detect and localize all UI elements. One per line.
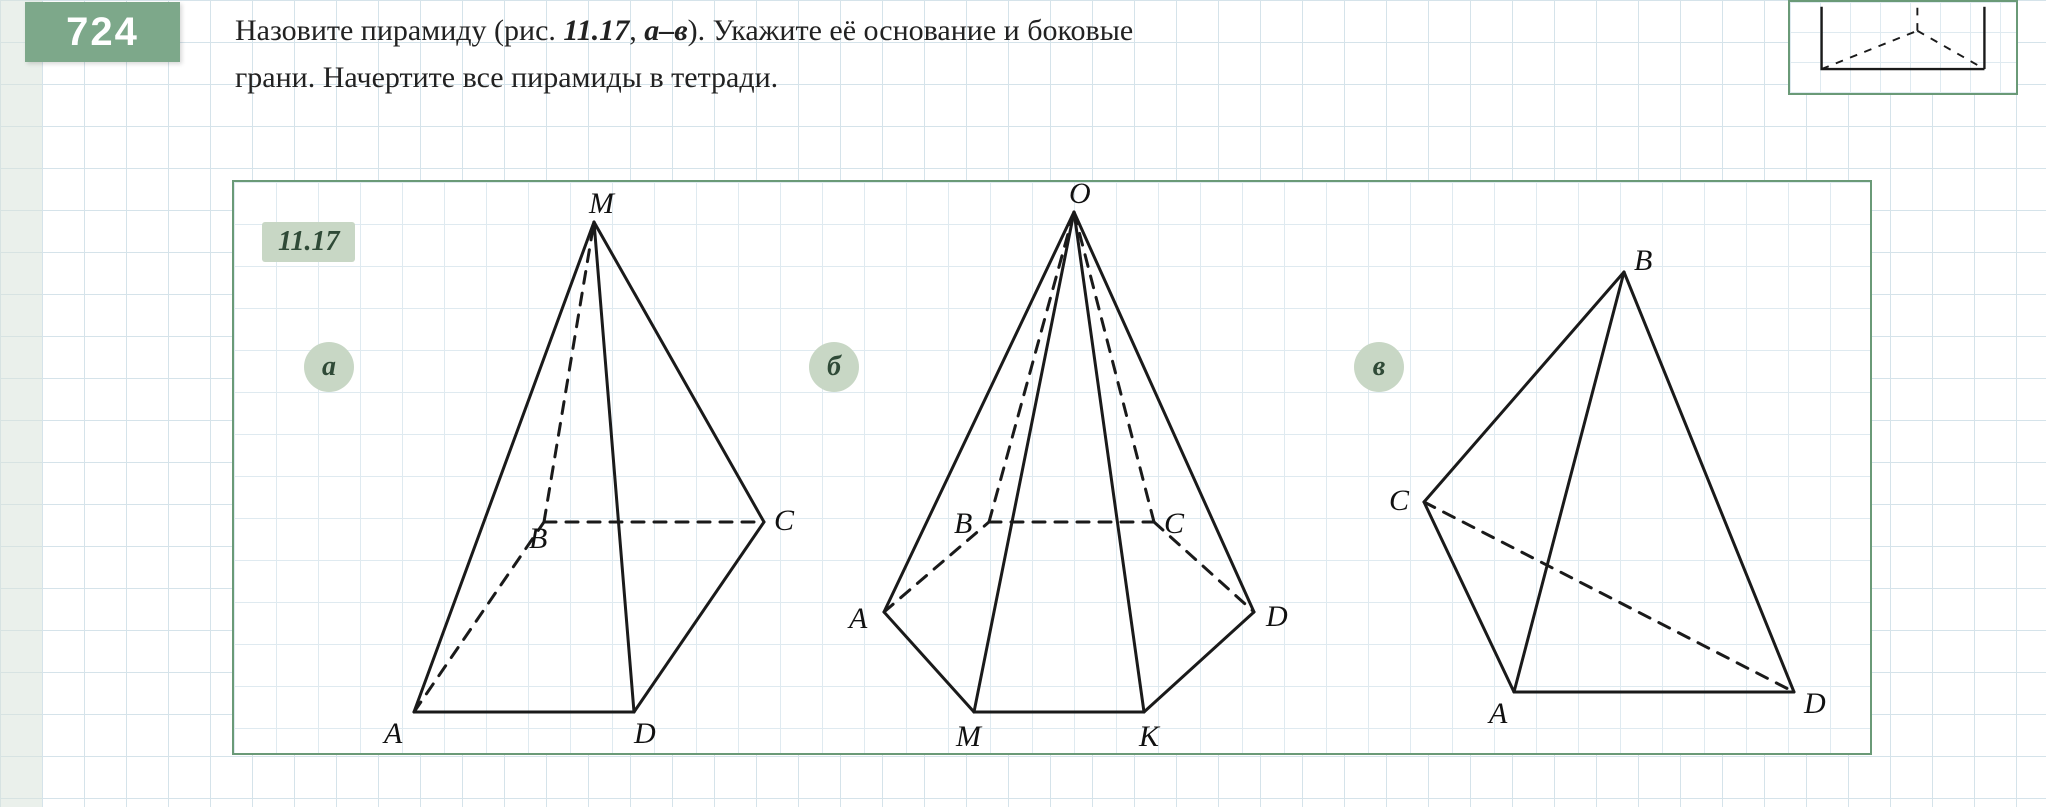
vertex-label: B xyxy=(529,522,547,556)
vertex-label: B xyxy=(1634,244,1652,278)
vertex-label: C xyxy=(1389,484,1409,518)
vertex-label: K xyxy=(1139,720,1159,754)
vertex-label: D xyxy=(634,717,656,751)
pyramid-c-svg xyxy=(1364,222,1824,732)
vertex-label: A xyxy=(849,602,867,636)
vertex-label: M xyxy=(589,187,614,221)
pyramid-a-svg xyxy=(364,192,804,742)
problem-number: 724 xyxy=(66,10,139,55)
vertex-label: C xyxy=(774,504,794,538)
pyramid-b-svg xyxy=(814,192,1314,742)
problem-text: Назовите пирамиду (рис. 11.17, а–в). Ука… xyxy=(235,8,1155,101)
diagram-a: MABCD xyxy=(364,192,804,742)
vertex-label: D xyxy=(1266,600,1288,634)
figure-box: 11.17 а б в MABCD OABCDMK ABCD xyxy=(232,180,1872,755)
vertex-label: M xyxy=(956,720,981,754)
figure-label: 11.17 xyxy=(262,222,355,262)
vertex-label: A xyxy=(1489,697,1507,731)
thumbnail-box xyxy=(1788,0,2018,95)
vertex-label: O xyxy=(1069,177,1091,211)
problem-number-badge: 724 xyxy=(25,2,180,62)
diagram-b: OABCDMK xyxy=(814,192,1314,742)
vertex-label: B xyxy=(954,507,972,541)
subfig-label-a: а xyxy=(304,342,354,392)
vertex-label: C xyxy=(1164,507,1184,541)
diagram-c: A B C D xyxy=(1364,222,1824,732)
vertex-label: D xyxy=(1804,687,1826,721)
vertex-label: A xyxy=(384,717,402,751)
left-gutter xyxy=(0,0,42,807)
